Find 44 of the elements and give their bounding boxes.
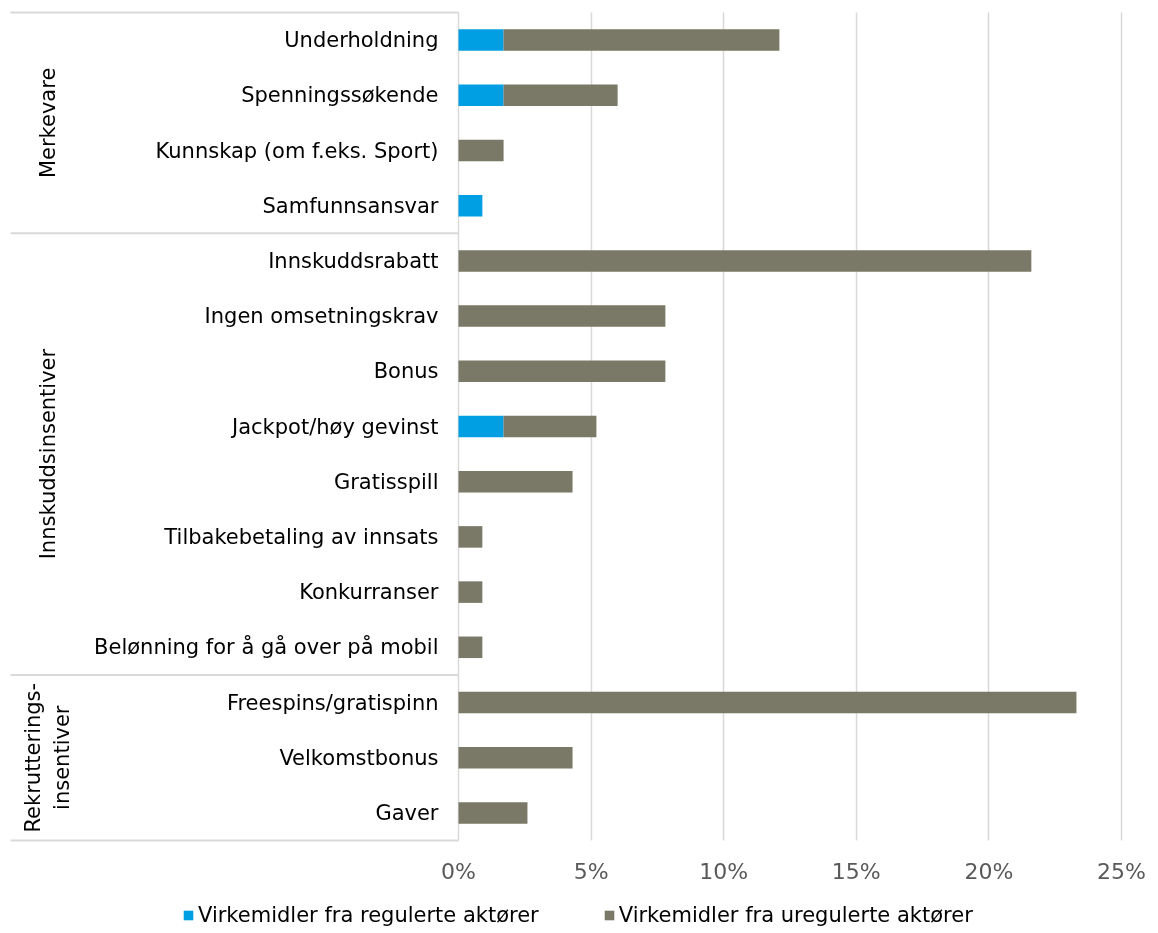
y-tick-label: Konkurranser (299, 580, 439, 605)
x-tick-label: 25% (1097, 858, 1146, 884)
y-tick-label: Gaver (375, 800, 439, 825)
legend-label: Virkemidler fra uregulerte aktører (618, 903, 973, 927)
bar (458, 526, 483, 548)
bar (458, 636, 483, 659)
legend-label: Virkemidler fra regulerte aktører (198, 903, 539, 927)
y-tick-label: Bonus (373, 359, 439, 384)
bar (458, 250, 1032, 272)
y-tick-label: Underholdning (284, 28, 439, 53)
bar (458, 29, 504, 51)
text: Innskuddsinsentiver (35, 348, 60, 560)
bar (458, 470, 573, 493)
bar (458, 691, 1077, 714)
y-tick-label: Velkomstbonus (279, 745, 439, 770)
bar (503, 415, 597, 438)
y-tick-label: Samfunnsansvar (262, 193, 439, 218)
text: Rekrutterings- insentiver (21, 682, 74, 833)
x-tick-label: 10% (699, 858, 749, 884)
bar (458, 360, 666, 383)
bar (458, 305, 666, 327)
bar (458, 581, 483, 603)
x-tick-label: 15% (831, 858, 881, 884)
y-tick-label: Tilbakebetaling av innsats (163, 524, 439, 549)
x-tick-label: 5% (573, 858, 609, 884)
y-tick-label: Belønning for å gå over på mobil (94, 634, 439, 660)
y-tick-label: Ingen omsetningskrav (204, 304, 439, 329)
y-tick-label: Gratisspill (333, 469, 439, 494)
bar (503, 29, 780, 51)
bar (458, 415, 504, 438)
bar (458, 139, 504, 162)
y-tick-label: Spenningssøkende (241, 83, 439, 108)
x-tick-label: 0% (441, 858, 476, 884)
y-tick-label: Innskuddsrabatt (268, 248, 439, 273)
bar (458, 194, 483, 217)
bar (458, 802, 528, 824)
y-tick-label: Freespins/gratispinn (226, 690, 439, 715)
bar (503, 84, 618, 107)
bar (458, 84, 504, 107)
y-tick-label: Kunnskap (om f.eks. Sport) (155, 138, 439, 163)
x-tick-label: 20% (964, 858, 1014, 884)
text: Merkevare (35, 67, 60, 179)
bar (458, 746, 573, 769)
y-tick-label: Jackpot/høy gevinst (229, 414, 439, 439)
